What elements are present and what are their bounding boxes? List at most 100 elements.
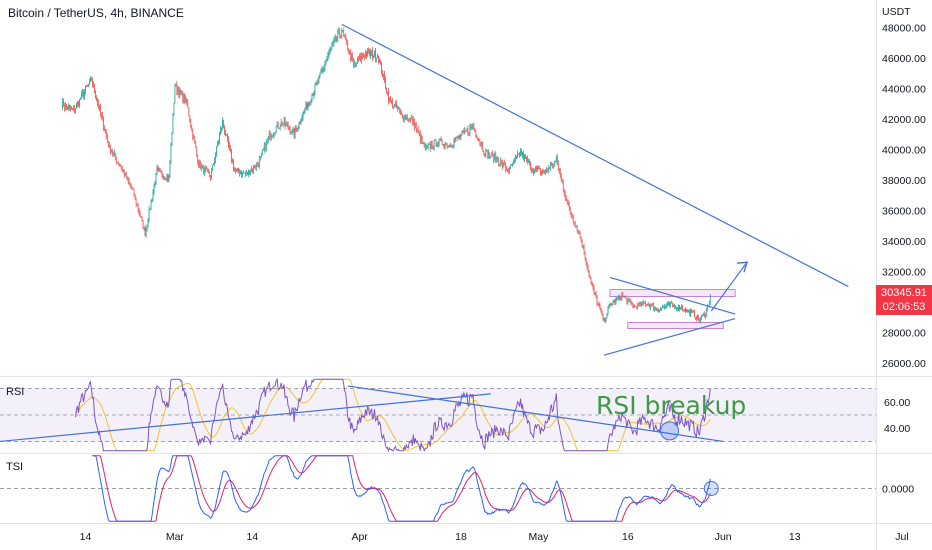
candle-body [387, 91, 388, 93]
candle-body [123, 170, 125, 176]
candle-body [107, 136, 108, 141]
candle-body [72, 108, 73, 110]
candle-body [338, 31, 340, 34]
candle-body [555, 160, 556, 162]
candle-body [178, 90, 180, 96]
candle-body [569, 208, 571, 213]
price-tick-label: 44000.00 [882, 83, 926, 95]
candle-body [146, 225, 148, 229]
candle-body [163, 176, 165, 178]
candle-body [562, 183, 564, 190]
candle-body [445, 143, 447, 145]
tsi-tick-label: 0.0000 [882, 484, 914, 496]
candle-body [270, 135, 272, 138]
candle-body [244, 172, 245, 174]
candle-body [440, 139, 442, 141]
rsi-pane [0, 378, 876, 453]
candle-body [639, 302, 641, 305]
candle-body [103, 118, 104, 129]
candle-body [339, 31, 341, 36]
candle-body [166, 176, 168, 180]
candle-body [77, 102, 78, 105]
candle-body [702, 315, 703, 317]
candle-body [465, 131, 467, 132]
candle-body [365, 52, 366, 58]
candle-body [657, 309, 658, 311]
candle-body [596, 297, 598, 304]
candle-body [234, 169, 235, 171]
candle-body [348, 50, 350, 54]
candle-body [480, 142, 482, 147]
candle-body [607, 308, 609, 315]
candle-body [543, 172, 544, 173]
price-tick-label: 40000.00 [882, 144, 926, 156]
candle-body [672, 302, 673, 305]
candle-body [235, 170, 236, 172]
candle-body [317, 82, 319, 84]
time-tick-label: Jul [895, 531, 908, 543]
candle-body [275, 127, 277, 133]
candle-body [195, 142, 197, 148]
candle-body [391, 100, 392, 102]
rsi-pane-label[interactable]: RSI [6, 386, 25, 398]
candle-body [134, 196, 136, 198]
candle-body [274, 132, 276, 134]
candle-body [560, 175, 562, 179]
candle-body [644, 302, 646, 304]
candle-body [160, 169, 162, 172]
candle-body [335, 37, 337, 41]
candle-body [281, 121, 283, 124]
time-tick-label: Mar [166, 531, 185, 543]
candle-body [501, 160, 502, 162]
candle-body [410, 118, 412, 120]
candle-body [260, 152, 262, 156]
candle-body [295, 128, 297, 130]
candle-body [429, 144, 431, 149]
candle-body [117, 161, 119, 165]
candle-body [686, 308, 687, 312]
candle-body [565, 198, 567, 201]
time-tick-label: 14 [80, 531, 92, 543]
candle-body [219, 134, 220, 142]
candle-body [592, 285, 594, 288]
candle-body [685, 308, 686, 312]
candle-body [205, 168, 206, 170]
candle-body [228, 138, 229, 146]
candle-body [680, 309, 681, 310]
candle-body [71, 108, 72, 110]
candle-body [269, 133, 271, 138]
candle-body [485, 150, 487, 157]
candle-body [422, 142, 424, 144]
candle-body [638, 303, 640, 305]
symbol-title[interactable]: Bitcoin / TetherUS, 4h, BINANCE [8, 6, 184, 20]
candle-body [157, 168, 159, 169]
candle-body [466, 128, 468, 132]
candle-body [623, 296, 625, 298]
candle-body [257, 163, 258, 165]
candle-body [179, 89, 181, 96]
sr-zones [609, 289, 736, 329]
candle-body [168, 176, 170, 180]
candle-body [661, 308, 662, 310]
candle-body [314, 85, 316, 93]
candle-body [176, 83, 178, 92]
candle-body [637, 303, 639, 309]
tsi-pane-label[interactable]: TSI [6, 461, 24, 473]
candle-body [493, 154, 495, 161]
candle-body [522, 152, 523, 156]
candle-body [589, 275, 591, 278]
candle-body [664, 306, 665, 308]
candle-body [190, 121, 192, 127]
candle-body [383, 74, 384, 77]
candle-body [208, 170, 209, 173]
trendline [710, 261, 748, 312]
candle-body [267, 137, 269, 141]
candle-body [424, 146, 426, 148]
candle-body [83, 92, 84, 97]
price-tick-label: 28000.00 [882, 327, 926, 339]
candle-body [468, 132, 470, 134]
candle-body [613, 300, 615, 303]
candle-body [294, 128, 296, 137]
candle-body [651, 304, 652, 306]
